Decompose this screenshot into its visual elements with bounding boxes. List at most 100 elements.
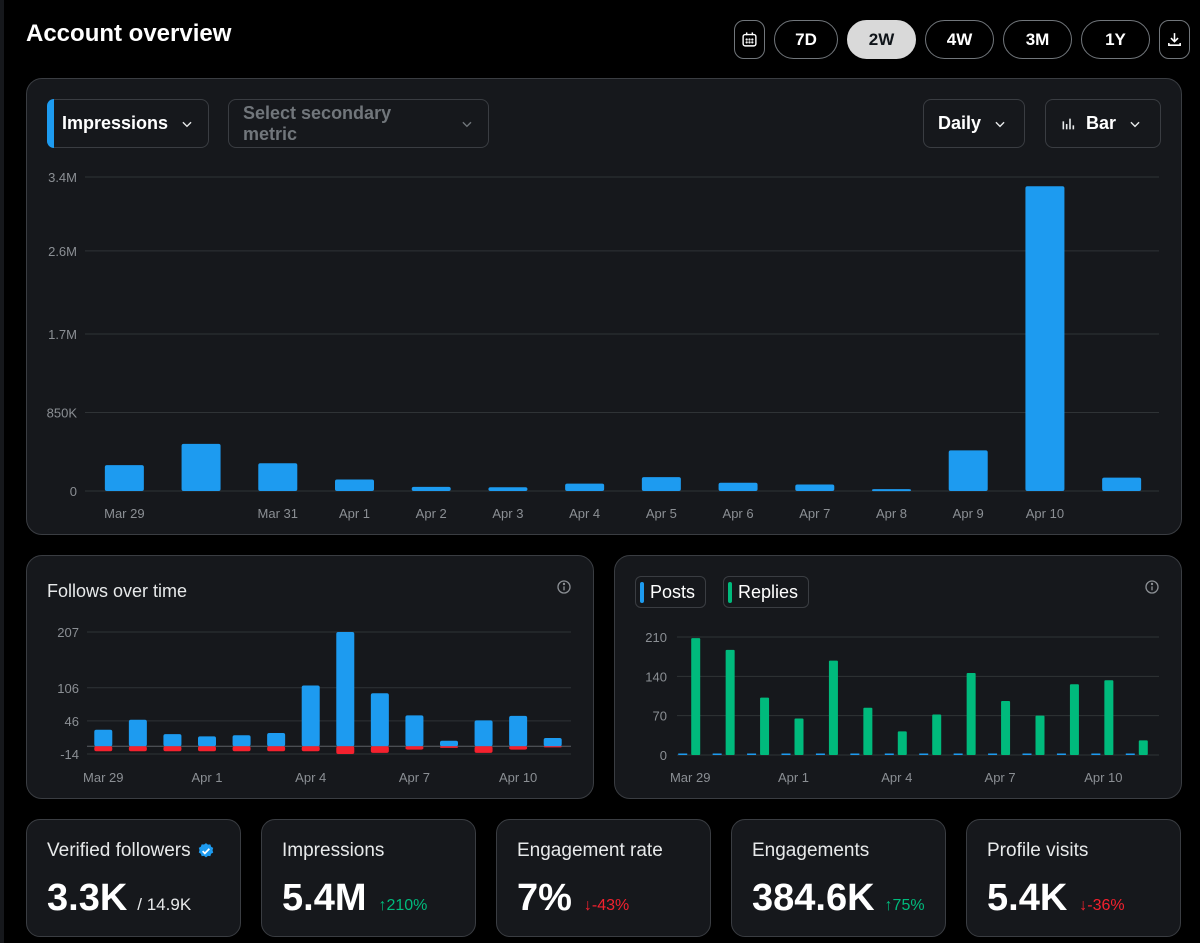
impressions-stat-value-row: 5.4M ↑210% [282, 877, 427, 920]
profile-visits-change-value: -36% [1087, 897, 1125, 914]
impressions-bar [641, 477, 681, 491]
profile-visits-card[interactable]: Profile visits 5.4K ↓-36% [966, 819, 1181, 937]
info-icon[interactable] [556, 579, 572, 595]
replies-bar [863, 707, 873, 755]
posts-legend-toggle[interactable]: Posts [635, 576, 707, 608]
y-tick-label: 3.4M [48, 170, 77, 185]
x-tick-label: Apr 4 [295, 770, 326, 785]
unfollows-bar [405, 746, 424, 750]
metric-color-accent [47, 99, 54, 148]
follows-bar [163, 734, 182, 747]
posts-bar [919, 753, 929, 755]
follows-bar [440, 740, 458, 747]
impressions-stat-card[interactable]: Impressions 5.4M ↑210% [261, 819, 476, 937]
impressions-stat-value: 5.4M [282, 877, 367, 919]
replies-legend-toggle[interactable]: Replies [723, 576, 810, 608]
chevron-down-icon [182, 121, 192, 127]
engagements-change: ↑75% [885, 897, 925, 915]
impressions-bar [948, 450, 988, 491]
range-1y-button[interactable]: 1Y [1081, 20, 1150, 59]
impressions-change-value: 210% [386, 897, 428, 914]
posts-bar [747, 753, 757, 755]
impressions-bar [411, 486, 451, 491]
x-tick-label: Apr 4 [569, 506, 600, 521]
posts-bar [1056, 753, 1066, 755]
posts-bar [1091, 753, 1101, 755]
download-button[interactable] [1159, 20, 1190, 59]
posts-replies-bar-chart: 0 70 140 210 Mar 29 Apr 1 Apr 4 Apr 7 Apr 10 [615, 556, 1183, 800]
follows-bar [543, 737, 562, 747]
x-tick-label: Apr 4 [881, 770, 912, 785]
bar-chart-icon [1062, 118, 1075, 129]
unfollows-bar [370, 746, 389, 753]
arrow-down-icon: ↓ [1079, 897, 1088, 914]
follows-bar [405, 715, 424, 747]
follows-bar [267, 733, 286, 747]
arrow-up-icon: ↑ [378, 897, 387, 914]
x-tick-label: Apr 8 [876, 506, 907, 521]
unfollows-bar [163, 746, 182, 752]
unfollows-bar [232, 746, 251, 752]
x-tick-label: Apr 10 [499, 770, 537, 785]
replies-bar [1138, 740, 1148, 755]
download-icon [1168, 33, 1181, 46]
chart-svg: -14 46 106 207 Mar 29 Apr 1 Apr 4 Apr 7 Apr 10 [57, 625, 571, 785]
range-2w-button[interactable]: 2W [847, 20, 916, 59]
y-tick-label: 140 [645, 669, 667, 684]
replies-bar [1104, 680, 1114, 755]
impressions-bar [488, 487, 528, 491]
page-title: Account overview [26, 20, 232, 47]
calendar-button[interactable] [734, 20, 765, 59]
y-tick-label: 2.6M [48, 244, 77, 259]
replies-legend-swatch [728, 582, 732, 603]
range-4w-button[interactable]: 4W [925, 20, 994, 59]
chevron-down-icon [1130, 121, 1140, 127]
x-tick-label: Apr 7 [985, 770, 1016, 785]
secondary-metric-dropdown[interactable]: Select secondary metric [228, 99, 489, 148]
chart-type-dropdown[interactable]: Bar [1045, 99, 1161, 148]
x-tick-label: Apr 7 [799, 506, 830, 521]
unfollows-bar [128, 746, 147, 752]
impressions-bar [565, 483, 605, 491]
posts-bar [1125, 753, 1135, 755]
interval-label: Daily [938, 113, 982, 133]
replies-bar [794, 718, 804, 755]
follows-bar [370, 693, 389, 747]
interval-dropdown[interactable]: Daily [923, 99, 1025, 148]
y-tick-label: 0 [660, 748, 667, 763]
unfollows-bar [543, 746, 562, 748]
primary-metric-dropdown[interactable]: Impressions [47, 99, 209, 148]
replies-bar [828, 660, 838, 755]
profile-visits-change: ↓-36% [1079, 897, 1124, 915]
profile-visits-label: Profile visits [987, 840, 1089, 861]
range-7d-button[interactable]: 7D [774, 20, 838, 59]
window-edge [0, 0, 4, 943]
engagement-rate-value: 7% [517, 877, 572, 919]
x-tick-label: Apr 3 [492, 506, 523, 521]
range-3m-button[interactable]: 3M [1003, 20, 1072, 59]
x-tick-label: Apr 10 [1026, 506, 1064, 521]
impressions-bar [1102, 477, 1142, 491]
follows-bar [94, 729, 113, 747]
impressions-bar [104, 465, 144, 491]
y-tick-label: 207 [57, 625, 79, 640]
verified-badge-icon [198, 843, 213, 858]
engagements-change-value: 75% [892, 897, 925, 914]
y-tick-label: 210 [645, 630, 667, 645]
impressions-bar [181, 443, 221, 491]
verified-followers-value: 3.3K [47, 877, 128, 919]
x-tick-label: Apr 7 [399, 770, 430, 785]
x-tick-label: Apr 1 [339, 506, 370, 521]
arrow-down-icon: ↓ [583, 897, 592, 914]
info-icon[interactable] [1144, 579, 1160, 595]
verified-followers-card[interactable]: Verified followers 3.3K / 14.9K [26, 819, 241, 937]
replies-bar [897, 731, 907, 755]
replies-legend-label: Replies [738, 581, 799, 602]
verified-followers-label-row: Verified followers [47, 840, 215, 862]
impressions-bar [718, 482, 758, 491]
posts-replies-chart-card: Posts Replies 0 70 140 210 Mar 29 Apr 1 Apr 4 A… [614, 555, 1182, 799]
engagements-card[interactable]: Engagements 384.6K ↑75% [731, 819, 946, 937]
engagement-rate-card[interactable]: Engagement rate 7% ↓-43% [496, 819, 711, 937]
impressions-bar [1025, 186, 1065, 491]
posts-legend-swatch [640, 582, 644, 603]
